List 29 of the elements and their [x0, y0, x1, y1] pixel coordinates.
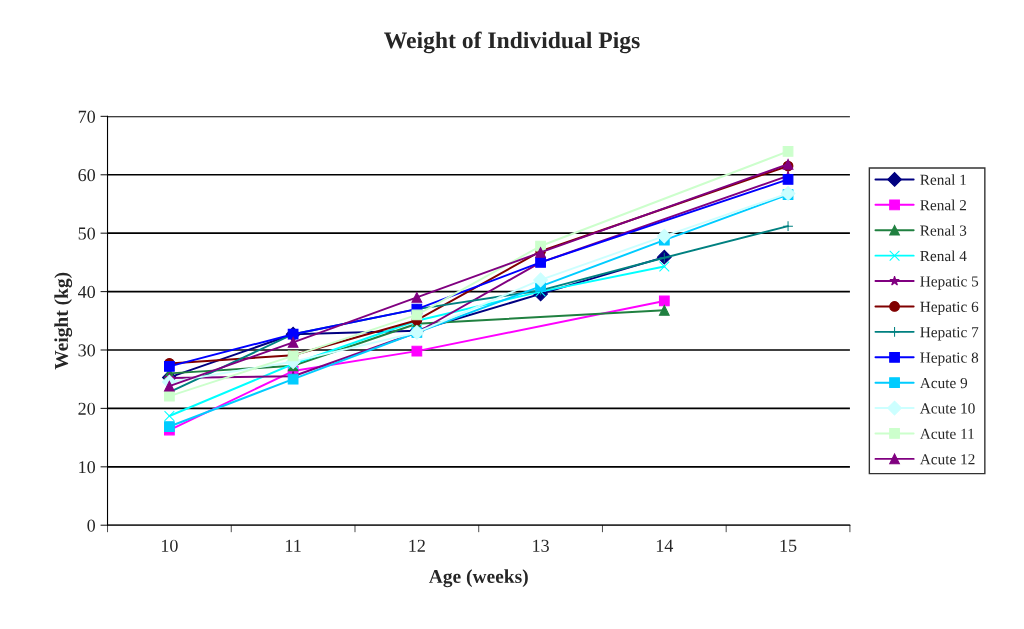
y-tick-label: 70: [78, 110, 96, 123]
legend-label: Hepatic 6: [920, 301, 979, 316]
legend-label: Hepatic 5: [920, 276, 979, 290]
legend-label: Renal 1: [920, 174, 966, 185]
y-tick-label: 20: [78, 402, 96, 415]
legend-label: Hepatic 7: [920, 327, 979, 341]
legend-label: Acute 9: [919, 377, 968, 389]
x-tick-label: 13: [533, 539, 549, 552]
x-tick-label: 10: [161, 539, 178, 552]
y-tick-label: 10: [79, 461, 96, 474]
x-tick-label: 14: [656, 539, 674, 552]
y-tick-label: 50: [78, 227, 96, 240]
x-tick-label: 15: [780, 539, 797, 552]
x-axis-title: Age (weeks): [428, 569, 528, 588]
y-tick-label: 0: [87, 519, 96, 532]
y-tick-label: 40: [78, 285, 96, 299]
y-tick-label: 30: [78, 344, 96, 357]
y-tick-label: 60: [78, 169, 96, 182]
legend-label: Renal 3: [920, 224, 967, 236]
legend-label: Acute 11: [919, 428, 974, 439]
y-axis-title: Weight (kg): [54, 272, 73, 370]
legend-label: Acute 10: [919, 403, 975, 414]
chart-title: Weight of Individual Pigs: [384, 31, 640, 54]
x-tick-label: 12: [409, 539, 425, 552]
legend-label: Hepatic 8: [920, 352, 979, 366]
legend-label: Renal 4: [920, 250, 967, 262]
legend-label: Acute 12: [919, 454, 975, 465]
legend-label: Renal 2: [920, 199, 967, 211]
x-tick-label: 11: [286, 539, 301, 552]
